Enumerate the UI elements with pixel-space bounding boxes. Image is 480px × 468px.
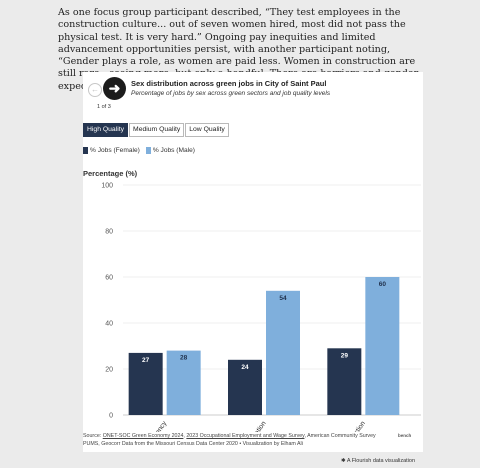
flourish-credit[interactable]: ✱ A Flourish data visualization	[341, 458, 416, 464]
bar	[365, 277, 400, 415]
slide-title: Sex distribution across green jobs in Ci…	[131, 79, 327, 88]
bar-value-label: 24	[241, 364, 249, 371]
legend-label-female: % Jobs (Female)	[90, 147, 140, 154]
y-tick-label: 100	[101, 183, 113, 190]
bar	[266, 290, 300, 415]
y-tick-label: 0	[109, 413, 113, 420]
arrow-right-icon[interactable]: ➜	[103, 77, 126, 100]
x-tick-label: Renewable Energy Generation	[209, 420, 268, 432]
tab-high-quality[interactable]: High Quality	[83, 123, 129, 137]
legend-swatch-male	[145, 147, 151, 154]
slide-counter: 1 of 3	[97, 104, 111, 110]
bar-value-label: 29	[341, 352, 349, 359]
bar-value-label: 27	[142, 357, 150, 364]
source-rest: , American Community Survey PUMS, Geocor…	[83, 433, 376, 447]
brand-logo: bench	[398, 433, 412, 438]
legend-item-male[interactable]: % Jobs (Male)	[145, 147, 195, 154]
bar-value-label: 60	[379, 281, 387, 288]
x-tick-label: Green Construction	[327, 420, 367, 432]
chart-card: ← ➜ 1 of 3 Sex distribution across green…	[83, 72, 423, 452]
quality-tabs: High Quality Medium Quality Low Quality	[83, 123, 230, 137]
slide-subtitle: Percentage of jobs by sex across green s…	[131, 90, 331, 97]
y-tick-label: 80	[105, 229, 113, 236]
legend-item-female[interactable]: % Jobs (Female)	[83, 147, 140, 154]
story-navigation: ← ➜ 1 of 3 Sex distribution across green…	[83, 72, 423, 114]
bar	[228, 359, 262, 415]
bar	[166, 350, 201, 415]
source-link-onet[interactable]: ONET-SOC Green Economy 2024	[102, 433, 184, 439]
legend-label-male: % Jobs (Male)	[152, 147, 195, 154]
bar	[327, 348, 362, 415]
y-axis-title: Percentage (%)	[83, 169, 138, 178]
bar	[128, 352, 163, 415]
source-separator: ,	[183, 433, 187, 439]
bar-chart: Percentage (%) 0 20 40 60 80 100 27 28 Energy Eff…	[83, 169, 421, 432]
legend-swatch-female	[83, 147, 88, 154]
y-tick-label: 60	[105, 275, 113, 282]
bar-value-label: 54	[279, 295, 287, 302]
tab-medium-quality[interactable]: Medium Quality	[129, 123, 185, 137]
tab-low-quality[interactable]: Low Quality	[185, 123, 229, 137]
source-link-oews[interactable]: 2023 Occupational Employment and Wage Su…	[186, 433, 305, 439]
chart-legend: % Jobs (Female) % Jobs (Male)	[83, 147, 201, 154]
x-tick-label: Energy Efficiency	[133, 420, 169, 432]
source-note: Source: ONET-SOC Green Economy 2024, 202…	[83, 432, 383, 448]
y-tick-label: 20	[105, 367, 113, 374]
source-prefix: Source:	[83, 433, 103, 439]
bar-value-label: 28	[180, 355, 188, 362]
y-tick-label: 40	[105, 321, 113, 328]
chevron-left-icon[interactable]: ←	[88, 83, 102, 97]
